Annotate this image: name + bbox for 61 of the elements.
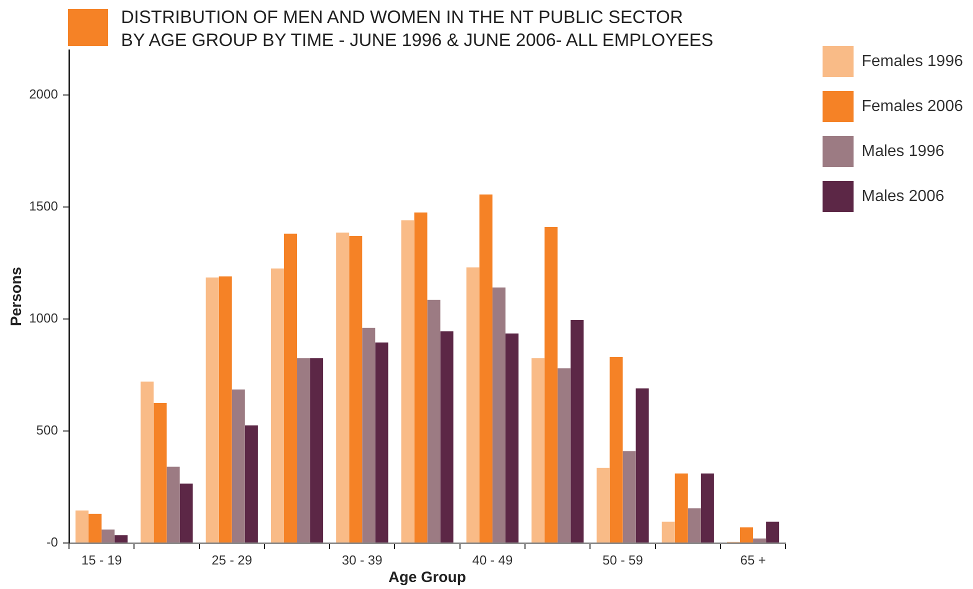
bar bbox=[596, 468, 610, 542]
bar bbox=[232, 390, 245, 542]
bar bbox=[753, 538, 766, 542]
legend-label: Females 1996 bbox=[862, 52, 964, 70]
bar bbox=[544, 227, 558, 542]
bar bbox=[349, 236, 362, 542]
y-tick-label: 1500 bbox=[29, 198, 58, 214]
bar bbox=[688, 508, 701, 542]
x-tick-label: 15 - 19 bbox=[81, 552, 122, 568]
bar bbox=[244, 425, 258, 542]
y-tick-label: 1000 bbox=[29, 310, 58, 326]
x-tick-label: 25 - 29 bbox=[212, 552, 252, 568]
bar bbox=[166, 466, 180, 542]
bar bbox=[180, 484, 193, 542]
bar bbox=[297, 358, 310, 542]
bar bbox=[206, 277, 219, 542]
bar bbox=[532, 358, 545, 542]
bar bbox=[336, 232, 350, 542]
x-tick-label: 40 - 49 bbox=[472, 552, 513, 568]
bar bbox=[401, 220, 414, 542]
bar bbox=[310, 358, 324, 542]
bar bbox=[674, 474, 688, 542]
legend-label: Males 1996 bbox=[862, 142, 944, 160]
bar bbox=[154, 402, 167, 542]
x-tick-label: 50 - 59 bbox=[602, 552, 643, 568]
bar bbox=[479, 194, 492, 542]
bar bbox=[284, 234, 298, 542]
bar bbox=[88, 514, 102, 542]
y-tick-label: -0 bbox=[46, 534, 58, 550]
bar bbox=[636, 388, 649, 542]
bar bbox=[662, 522, 675, 542]
bar bbox=[140, 382, 154, 542]
y-axis-title: Persons bbox=[8, 266, 26, 326]
bar bbox=[766, 522, 780, 542]
bar bbox=[700, 474, 714, 542]
bar bbox=[427, 300, 440, 542]
legend-label: Males 2006 bbox=[862, 188, 944, 205]
bar bbox=[505, 333, 519, 542]
y-tick-label: 500 bbox=[36, 422, 58, 438]
x-tick-label: 65 + bbox=[740, 552, 766, 568]
bar bbox=[414, 212, 428, 542]
bar bbox=[76, 510, 89, 542]
legend-label: Females 2006 bbox=[862, 98, 964, 115]
bar bbox=[270, 268, 284, 542]
bar bbox=[492, 288, 506, 542]
y-tick-label: 2000 bbox=[29, 86, 58, 102]
bar bbox=[558, 368, 571, 542]
bar bbox=[570, 320, 584, 542]
bar bbox=[114, 535, 128, 542]
bar bbox=[466, 267, 480, 542]
bar bbox=[610, 357, 623, 542]
bar bbox=[740, 527, 754, 542]
bar bbox=[622, 451, 636, 542]
x-axis-title: Age Group bbox=[388, 569, 466, 586]
bar bbox=[362, 328, 376, 542]
bar bbox=[102, 530, 115, 542]
chart-title: DISTRIBUTION OF MEN AND WOMEN IN THE NT PUBLIC SECTOR BY AGE GROUP BY TIME - JUNE 1996 & JUNE 2006- ALL EMPLOYEES bbox=[121, 6, 714, 52]
bar bbox=[440, 331, 454, 542]
bar bbox=[375, 342, 388, 542]
x-tick-label: 30 - 39 bbox=[342, 552, 382, 568]
bar bbox=[218, 276, 232, 542]
